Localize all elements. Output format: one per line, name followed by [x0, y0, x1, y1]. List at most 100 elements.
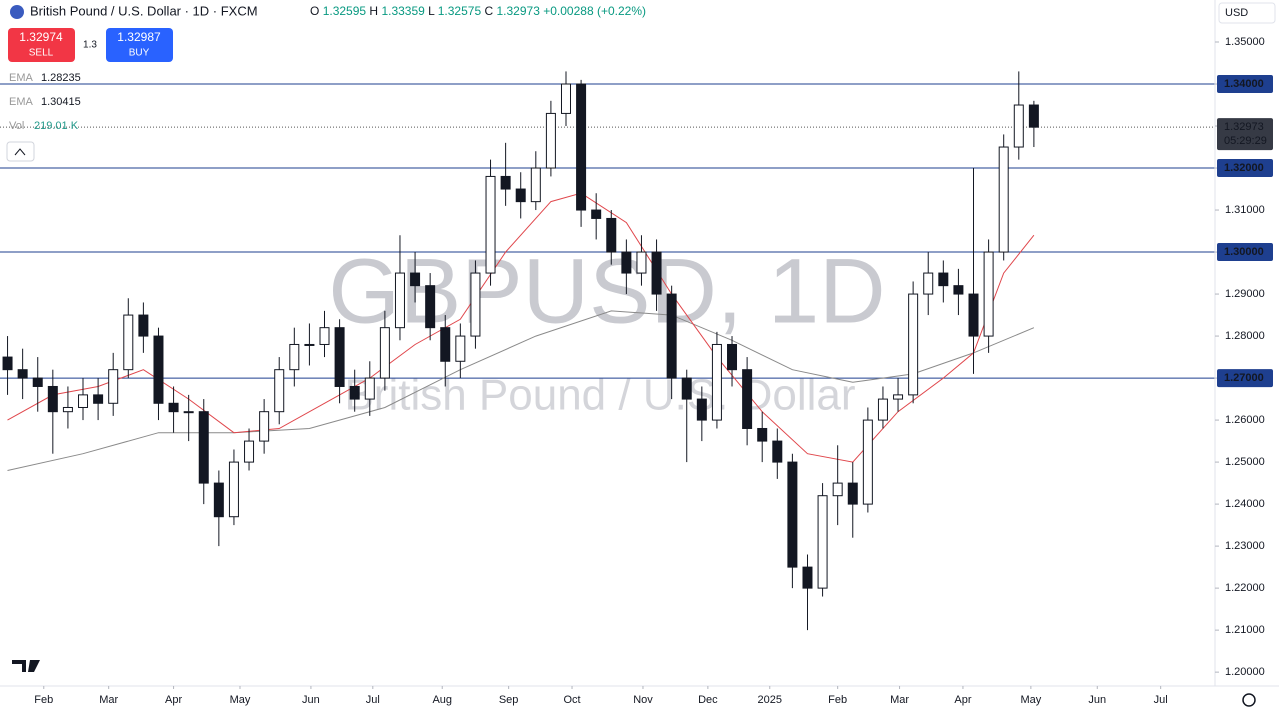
candle-body [259, 411, 270, 442]
x-tick-label: Nov [633, 694, 653, 706]
candle-body [862, 419, 873, 505]
candle-body [983, 251, 994, 337]
candle-body [621, 251, 632, 274]
spread: 1.3 [83, 40, 97, 51]
y-tick-label: 1.25000 [1225, 456, 1265, 468]
ohlc-part: 1.32575 [438, 4, 482, 18]
collapse-button[interactable] [6, 141, 35, 162]
y-tick-label: 1.31000 [1225, 204, 1265, 216]
ohlc-part: O [310, 4, 319, 18]
x-tick-label: Jul [366, 694, 380, 706]
overlay: British Pound / U.S. Dollar · 1D · FXCM … [6, 2, 1276, 707]
x-tick-label: Dec [698, 694, 718, 706]
candle-body [515, 188, 526, 203]
indicator-name: EMA [9, 96, 34, 108]
candle-body [213, 482, 224, 518]
candle-body [847, 482, 858, 505]
candle-body [1028, 104, 1039, 128]
sell-price[interactable]: 1.32974 [19, 30, 63, 44]
candle-body [319, 327, 330, 345]
plot-area [0, 71, 1215, 631]
candle-body [108, 369, 119, 404]
level-label-box [1217, 75, 1273, 94]
ohlc-part: +0.00288 (+0.22%) [543, 4, 646, 18]
candle-body [183, 411, 194, 414]
x-tick-label: Oct [563, 694, 580, 706]
candle-body [123, 314, 134, 371]
volume-name: Vol [9, 120, 24, 132]
candle-body [470, 272, 481, 337]
buy-button[interactable] [106, 28, 173, 62]
candle-body [410, 272, 421, 287]
candle-body [893, 394, 904, 400]
x-tick-label: May [230, 694, 251, 706]
candle-body [666, 293, 677, 379]
candle-body [757, 427, 768, 442]
candle-body [772, 440, 783, 463]
candle-body [576, 83, 587, 211]
candle-body [78, 394, 89, 408]
level-label-box [1217, 159, 1273, 178]
x-tick-label: May [1020, 694, 1041, 706]
candle-body [2, 356, 13, 371]
candle-body [198, 411, 209, 484]
watermark-name: British Pound / U.S. Dollar [344, 371, 855, 420]
y-tick-label: 1.35000 [1225, 36, 1265, 48]
x-tick-label: Feb [34, 694, 53, 706]
y-tick-label: 1.24000 [1225, 498, 1265, 510]
candle-body [711, 343, 722, 421]
candle-body [425, 285, 436, 329]
candle-body [908, 293, 919, 396]
settings-icon[interactable] [1242, 693, 1256, 707]
candle-body [455, 335, 466, 362]
y-tick-label: 1.23000 [1225, 540, 1265, 552]
level-label: 1.30000 [1224, 246, 1264, 258]
y-tick-label: 1.22000 [1225, 582, 1265, 594]
candle-body [228, 461, 239, 518]
candle-body [349, 385, 360, 400]
candle-body [802, 566, 813, 589]
y-tick-label: 1.26000 [1225, 414, 1265, 426]
candle-body [742, 369, 753, 429]
symbol-title[interactable]: British Pound / U.S. Dollar · 1D · FXCM [30, 3, 258, 18]
collapse-icon[interactable] [14, 148, 26, 156]
x-tick-label: 2025 [758, 694, 782, 706]
candle-body [968, 293, 979, 337]
candle-body [500, 175, 511, 190]
x-tick-label: Apr [954, 694, 971, 706]
buy-price[interactable]: 1.32987 [117, 30, 161, 44]
sell-label[interactable]: SELL [29, 48, 54, 59]
logo [12, 660, 40, 672]
candle-body [727, 343, 738, 371]
volume-value: 219.01 K [34, 120, 79, 132]
indicator-value: 1.28235 [41, 72, 81, 84]
y-tick-label: 1.20000 [1225, 666, 1265, 678]
candle-body [138, 314, 149, 337]
ohlc-part: 1.33359 [381, 4, 425, 18]
candle-body [440, 327, 451, 362]
y-tick-label: 1.29000 [1225, 288, 1265, 300]
buy-label[interactable]: BUY [129, 48, 150, 59]
candle-body [545, 112, 556, 169]
candle-body [923, 272, 934, 295]
candle-body [606, 217, 617, 253]
sell-button[interactable] [8, 28, 75, 62]
candle-body [817, 495, 828, 589]
current-price-box [1217, 118, 1273, 151]
currency-button[interactable] [1218, 2, 1276, 24]
candle-body [530, 167, 541, 203]
ohlc-part: 1.32595 [323, 4, 367, 18]
level-label-box [1217, 369, 1273, 388]
x-tick-label: Aug [432, 694, 452, 706]
x-tick-label: Apr [165, 694, 182, 706]
y-tick-label: 1.28000 [1225, 330, 1265, 342]
candle-body [787, 461, 798, 568]
currency-label[interactable]: USD [1225, 7, 1248, 19]
indicator-value: 1.30415 [41, 96, 81, 108]
level-label: 1.34000 [1224, 78, 1264, 90]
candle-body [651, 251, 662, 295]
candle-body [953, 285, 964, 295]
x-tick-label: Feb [828, 694, 847, 706]
candle-body [485, 175, 496, 274]
